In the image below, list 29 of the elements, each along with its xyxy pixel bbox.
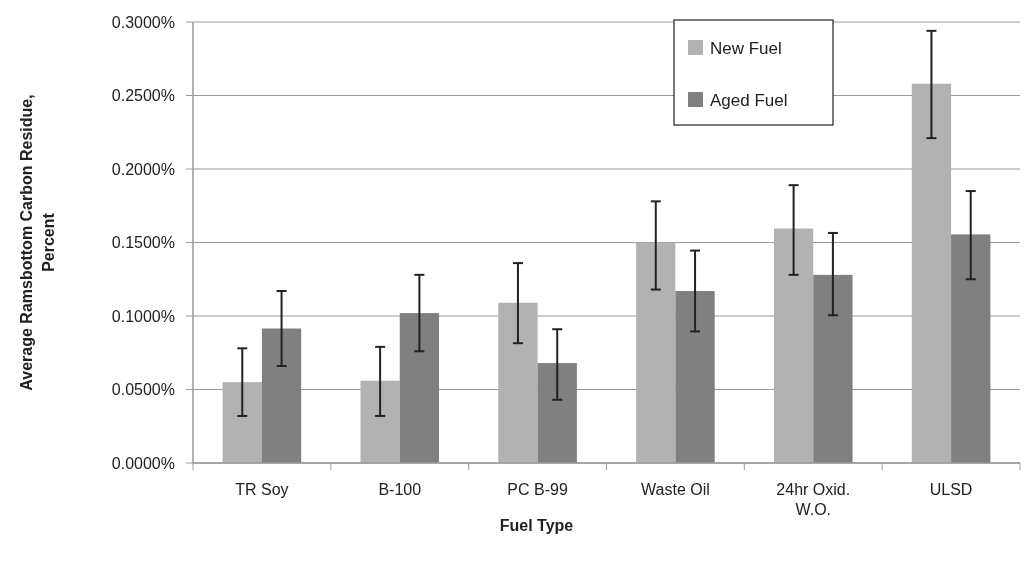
y-tick-label: 0.1500% [111,234,175,252]
bar [951,234,991,463]
bar [360,380,400,463]
bar [773,228,814,463]
x-axis-title: Fuel Type [499,517,574,534]
bar [261,328,302,463]
legend-label: Aged Fuel [710,90,788,110]
y-tick-label: 0.3000% [111,13,175,31]
y-tick-label: 0.2500% [111,87,175,105]
y-tick-label: 0.1000% [111,307,175,325]
x-tick-label: ULSD [929,481,973,498]
bar [222,382,262,463]
bar [911,83,952,463]
bar [636,242,676,463]
y-tick-label: 0.0000% [111,454,175,472]
x-tick-label: PC B-99 [507,481,568,498]
bar [813,274,853,463]
y-axis-title: Average Ramsbottom Carbon Residue, Percent [18,94,57,391]
y-tick-label: 0.2000% [111,160,175,178]
bar [537,363,577,463]
y-tick-label: 0.0500% [111,381,175,399]
legend-label: New Fuel [710,38,782,58]
bar [498,302,538,463]
x-tick-label: 24hr Oxid. W.O. [776,481,851,518]
x-tick-label: TR Soy [235,481,289,498]
bar [399,313,440,463]
bar [675,291,715,463]
x-tick-label: B-100 [378,481,422,498]
x-tick-label: Waste Oil [641,481,710,498]
